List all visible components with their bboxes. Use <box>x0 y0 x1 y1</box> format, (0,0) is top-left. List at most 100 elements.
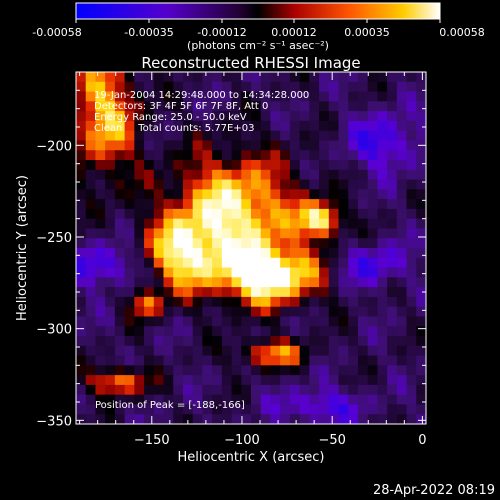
heatmap-cell <box>134 120 145 132</box>
heatmap-cell <box>319 345 330 357</box>
heatmap-cell <box>241 72 252 83</box>
heatmap-cell <box>241 91 252 102</box>
heatmap-cell <box>406 306 417 318</box>
heatmap-cell <box>396 414 408 424</box>
heatmap-cell <box>76 394 87 406</box>
heatmap-cell <box>105 120 116 132</box>
heatmap-cell <box>416 365 426 376</box>
heatmap-cell <box>202 365 213 376</box>
heatmap-cell <box>299 208 310 220</box>
heatmap-cell <box>95 336 106 347</box>
heatmap-cell <box>338 267 349 278</box>
heatmap-cell <box>212 345 223 357</box>
heatmap-cell <box>387 228 398 239</box>
heatmap-cell <box>319 150 330 161</box>
heatmap-cell <box>76 414 87 424</box>
heatmap-cell <box>105 267 116 278</box>
heatmap-cell <box>260 72 272 83</box>
heatmap-cell <box>280 218 291 230</box>
heatmap-cell <box>231 355 242 366</box>
heatmap-cell <box>163 238 174 249</box>
heatmap-cell <box>357 257 369 269</box>
heatmap-cell <box>144 179 155 190</box>
heatmap-cell <box>144 120 155 132</box>
heatmap-cell <box>173 296 184 308</box>
heatmap-cell <box>124 111 135 122</box>
heatmap-cell <box>85 345 97 357</box>
heatmap-cell <box>114 296 126 308</box>
heatmap-cell <box>241 365 252 376</box>
heatmap-cell <box>114 179 126 190</box>
heatmap-cell <box>348 257 359 269</box>
heatmap-cell <box>105 91 116 102</box>
heatmap-cell <box>144 248 155 259</box>
heatmap-cell <box>348 189 359 200</box>
heatmap-cell <box>328 111 340 122</box>
heatmap-cell <box>289 91 301 102</box>
heatmap-cell <box>124 287 135 298</box>
heatmap-cell <box>328 404 340 415</box>
heatmap-cell <box>299 326 310 337</box>
heatmap-cell <box>173 355 184 366</box>
heatmap-cell <box>105 296 116 308</box>
heatmap-cell <box>328 345 340 357</box>
heatmap-cell <box>299 189 310 200</box>
heatmap-cell <box>289 179 301 190</box>
heatmap-cell <box>270 404 281 415</box>
heatmap-cell <box>153 238 165 249</box>
heatmap-cell <box>124 345 135 357</box>
heatmap-cell <box>202 160 213 171</box>
heatmap-cell <box>387 306 398 318</box>
heatmap-cell <box>231 257 242 269</box>
heatmap-cell <box>280 404 291 415</box>
heatmap-cell <box>377 326 388 337</box>
heatmap-cell <box>212 150 223 161</box>
heatmap-cell <box>348 140 359 151</box>
heatmap-cell <box>212 228 223 239</box>
heatmap-cell <box>212 199 223 210</box>
heatmap-cell <box>95 150 106 161</box>
colorbar-tick-label: 0.00012 <box>271 26 317 39</box>
heatmap-cell <box>124 384 135 396</box>
heatmap-cell <box>406 72 417 83</box>
heatmap-cell <box>367 287 378 298</box>
heatmap-cell <box>280 287 291 298</box>
heatmap-cell <box>182 277 194 288</box>
heatmap-cell <box>251 414 262 424</box>
heatmap-cell <box>280 394 291 406</box>
heatmap-cell <box>348 91 359 102</box>
heatmap-cell <box>299 355 310 366</box>
heatmap-cell <box>212 189 223 200</box>
heatmap-cell <box>338 199 349 210</box>
heatmap-cell <box>270 365 281 376</box>
heatmap-cell <box>95 199 106 210</box>
heatmap-cell <box>182 394 194 406</box>
heatmap-cell <box>280 160 291 171</box>
heatmap-cell <box>309 336 320 347</box>
heatmap-cell <box>319 189 330 200</box>
heatmap-cell <box>357 355 369 366</box>
heatmap-cell <box>251 179 262 190</box>
heatmap-cell <box>406 169 417 181</box>
heatmap-cell <box>396 296 408 308</box>
heatmap-cell <box>76 218 87 230</box>
heatmap-cell <box>328 150 340 161</box>
heatmap-cell <box>377 120 388 132</box>
heatmap-cell <box>348 248 359 259</box>
heatmap-cell <box>289 120 301 132</box>
heatmap-cell <box>416 150 426 161</box>
heatmap-cell <box>280 375 291 386</box>
heatmap-cell <box>163 257 174 269</box>
heatmap-cell <box>396 111 408 122</box>
heatmap-cell <box>338 306 349 318</box>
heatmap-cell <box>192 375 203 386</box>
heatmap-cell <box>241 130 252 142</box>
heatmap-cell <box>144 287 155 298</box>
heatmap-cell <box>309 130 320 142</box>
heatmap-cell <box>328 91 340 102</box>
heatmap-cell <box>231 248 242 259</box>
heatmap-cell <box>95 384 106 396</box>
heatmap-cell <box>270 345 281 357</box>
heatmap-cell <box>144 277 155 288</box>
heatmap-cell <box>377 248 388 259</box>
